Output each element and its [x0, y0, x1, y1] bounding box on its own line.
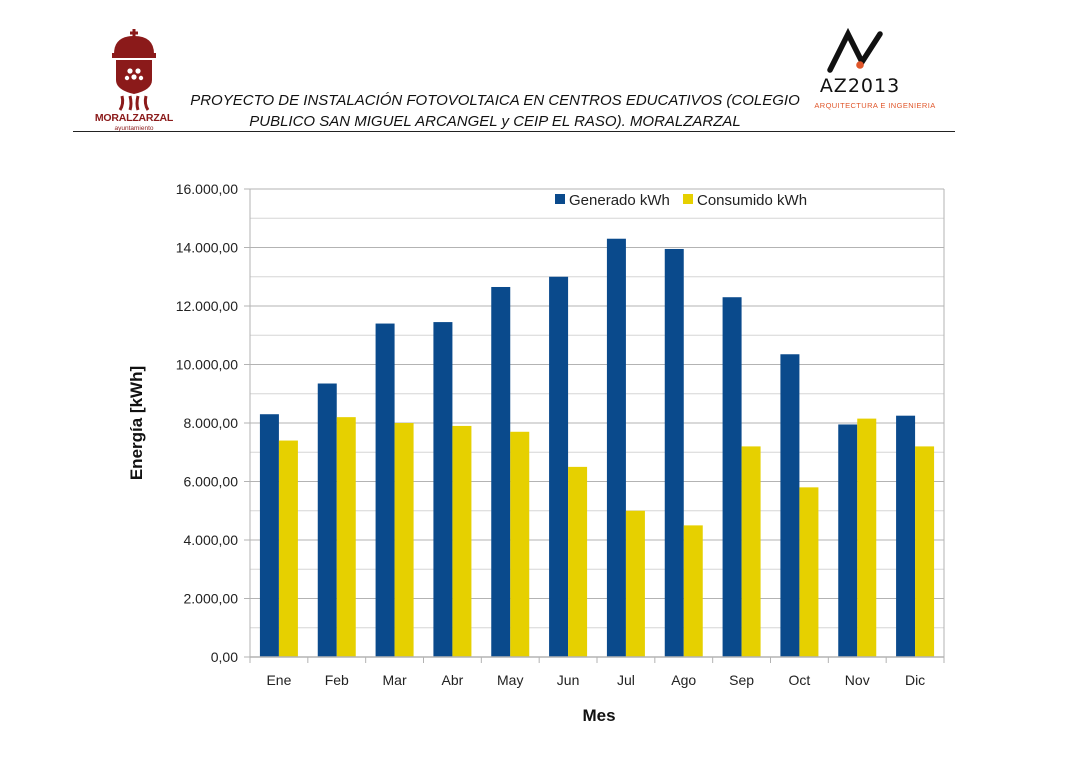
bar-consumido-dic — [915, 446, 935, 657]
x-tick-label: Abr — [442, 672, 464, 688]
bar-consumido-feb — [336, 417, 356, 657]
bar-consumido-jun — [568, 466, 588, 657]
y-tick-label: 6.000,00 — [184, 474, 239, 490]
bar-consumido-mar — [394, 423, 414, 657]
header-divider — [73, 131, 955, 132]
y-tick-label: 0,00 — [211, 649, 238, 665]
bar-consumido-ene — [278, 440, 298, 657]
y-tick-label: 4.000,00 — [184, 532, 239, 548]
legend-label: Consumido kWh — [697, 192, 807, 209]
bar-generado-sep — [722, 297, 742, 657]
bar-generado-nov — [838, 424, 858, 657]
moralzarzal-logo: MORALZARZAL ayuntamiento — [92, 28, 176, 136]
az2013-logo: AZ2013 ARQUITECTURA E INGENIERIA — [810, 27, 940, 118]
x-tick-label: May — [497, 672, 523, 688]
x-tick-label: Jul — [617, 672, 635, 688]
az2013-logo-tagline: ARQUITECTURA E INGENIERIA — [814, 101, 936, 110]
x-tick-label: Mar — [383, 672, 407, 688]
legend-swatch — [683, 194, 693, 204]
bar-generado-feb — [317, 383, 337, 657]
y-tick-label: 16.000,00 — [176, 181, 238, 197]
bar-generado-ago — [664, 248, 684, 657]
x-tick-label: Nov — [845, 672, 870, 688]
x-tick-label: Ene — [266, 672, 291, 688]
y-tick-label: 8.000,00 — [184, 415, 239, 431]
bar-generado-mar — [375, 323, 395, 657]
bar-generado-oct — [780, 354, 800, 657]
moralzarzal-logo-subtitle: ayuntamiento — [114, 125, 154, 132]
bar-consumido-may — [510, 431, 530, 657]
bar-consumido-sep — [741, 446, 761, 657]
page-title-line-1: PROYECTO DE INSTALACIÓN FOTOVOLTAICA EN … — [190, 92, 800, 109]
bar-generado-abr — [433, 322, 453, 657]
x-tick-label: Feb — [325, 672, 349, 688]
x-tick-label: Oct — [789, 672, 811, 688]
moralzarzal-logo-name: MORALZARZAL — [94, 112, 174, 124]
bar-generado-may — [491, 286, 511, 657]
coat-of-arms-icon — [112, 29, 156, 111]
bar-consumido-nov — [857, 418, 877, 657]
bar-generado-jul — [606, 238, 626, 657]
x-tick-label: Dic — [905, 672, 925, 688]
legend-label: Generado kWh — [569, 192, 670, 209]
y-tick-label: 2.000,00 — [184, 591, 239, 607]
bar-consumido-oct — [799, 487, 819, 657]
bar-generado-dic — [896, 415, 916, 657]
page-title-line-2: PUBLICO SAN MIGUEL ARCANGEL y CEIP EL RA… — [249, 113, 741, 130]
y-tick-label: 12.000,00 — [176, 298, 238, 314]
bar-consumido-abr — [452, 425, 472, 657]
x-tick-label: Sep — [729, 672, 754, 688]
bar-generado-ene — [259, 414, 279, 657]
az2013-mark-icon — [827, 27, 883, 73]
legend-swatch — [555, 194, 565, 204]
y-tick-label: 10.000,00 — [176, 357, 238, 373]
x-axis-title: Mes — [582, 706, 615, 725]
y-tick-label: 14.000,00 — [176, 240, 238, 256]
bar-consumido-ago — [683, 525, 703, 657]
bar-consumido-jul — [625, 510, 645, 657]
x-tick-label: Ago — [671, 672, 696, 688]
page-title: PROYECTO DE INSTALACIÓN FOTOVOLTAICA EN … — [190, 90, 800, 132]
az2013-logo-name: AZ2013 — [819, 75, 901, 97]
x-tick-label: Jun — [557, 672, 580, 688]
y-axis-title: Energía [kWh] — [127, 366, 146, 480]
bar-generado-jun — [549, 276, 569, 657]
